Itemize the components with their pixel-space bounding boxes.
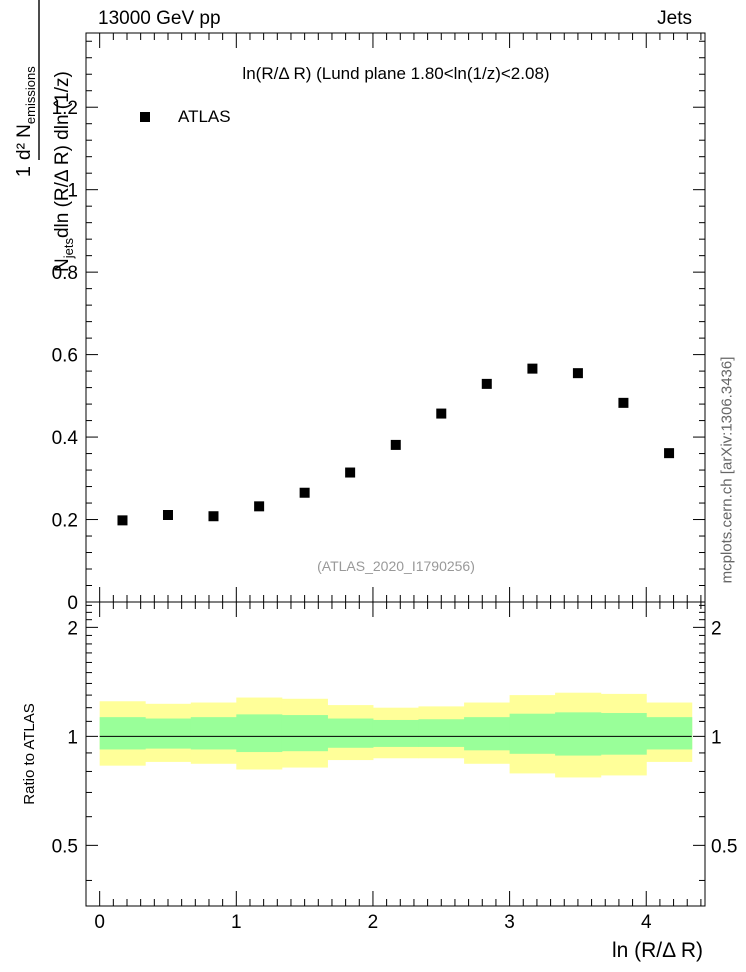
ratio-y-axis-label: Ratio to ATLAS xyxy=(21,703,38,804)
analysis-watermark: (ATLAS_2020_I1790256) xyxy=(317,558,475,574)
upper-ytick-label: 0.2 xyxy=(52,511,78,532)
upper-ytick-label: 0.4 xyxy=(52,428,79,449)
ratio-ytick-label-left: 0.5 xyxy=(52,836,78,857)
atlas-data-points xyxy=(117,363,675,526)
atlas-data-point xyxy=(527,363,538,374)
ratio-band-segment xyxy=(190,717,237,750)
ylabel-prefix: 1 xyxy=(13,166,35,177)
ratio-ytick-label-right: 1 xyxy=(711,727,722,748)
legend-atlas-label: ATLAS xyxy=(178,107,231,126)
atlas-data-point xyxy=(664,448,675,459)
ylabel-num-main: d² N xyxy=(14,124,35,160)
ratio-ytick-label-right: 2 xyxy=(711,618,722,639)
ratio-band-segment xyxy=(99,717,146,750)
plot-title: ln(R/Δ R) (Lund plane 1.80<ln(1/z)<2.08) xyxy=(242,64,549,83)
ratio-band-segment xyxy=(236,714,283,753)
atlas-data-point xyxy=(254,501,265,512)
ratio-panel-frame xyxy=(85,601,706,907)
ylabel-den-a: N xyxy=(52,258,73,272)
upper-ytick-label: 0.6 xyxy=(52,346,78,367)
ratio-ytick-label-left: 1 xyxy=(67,727,78,748)
ratio-band-segment xyxy=(464,717,511,751)
ratio-xtick-label: 3 xyxy=(504,912,515,933)
ylabel-numerator: d² Nemissions xyxy=(14,66,38,160)
ratio-band-segment xyxy=(372,719,419,747)
upper-ytick-label: 0 xyxy=(67,593,78,614)
atlas-data-point xyxy=(345,467,356,478)
upper-ytick-label: 1.2 xyxy=(52,98,78,119)
ratio-xtick-label: 4 xyxy=(641,912,652,933)
atlas-data-point xyxy=(162,510,173,521)
ratio-y-axis: 0.5 0.5 1 1 2 2 xyxy=(52,604,737,881)
atlas-data-point xyxy=(390,439,401,450)
x-axis-label: ln (R/Δ R) xyxy=(612,939,703,962)
atlas-data-point xyxy=(572,368,583,379)
ratio-band-segment xyxy=(145,718,192,749)
upper-y-axis: 0 0.2 0.4 0.6 0.8 1 1.2 xyxy=(52,40,705,614)
ratio-xtick-label: 1 xyxy=(231,912,242,933)
atlas-data-point xyxy=(618,397,629,408)
ratio-band-segment xyxy=(509,713,556,754)
upper-ytick-label: 0.8 xyxy=(52,263,78,284)
ylabel-denominator: Njetsdln (R/Δ R) dln (1/z) xyxy=(52,71,76,272)
atlas-data-point xyxy=(299,487,310,498)
ratio-ytick-label-left: 2 xyxy=(67,618,78,639)
upper-y-axis-label: 1 d² Nemissions Njetsdln (R/Δ R) dln (1/… xyxy=(13,0,76,272)
ratio-band-segment xyxy=(600,713,647,755)
ratio-xtick-label: 2 xyxy=(368,912,379,933)
ratio-panel xyxy=(99,692,693,778)
atlas-data-point xyxy=(117,515,128,526)
ratio-band-segment xyxy=(646,717,693,750)
ratio-band-segment xyxy=(327,718,374,748)
atlas-data-point xyxy=(481,378,492,389)
ratio-x-axis: 0 1 2 3 4 xyxy=(85,602,702,933)
legend-marker xyxy=(140,112,150,122)
ratio-xtick-label: 0 xyxy=(94,912,105,933)
atlas-data-point xyxy=(208,511,219,522)
ratio-band-segment xyxy=(555,712,602,756)
ylabel-den-a-sub: jets xyxy=(61,238,76,260)
ylabel-den-b: dln (R/Δ R) dln (1/z) xyxy=(52,71,73,238)
ratio-band-segment xyxy=(281,715,328,752)
ylabel-num-sub: emissions xyxy=(23,66,38,124)
ratio-ytick-label-right: 0.5 xyxy=(711,836,737,857)
atlas-data-point xyxy=(436,408,447,419)
header-process-label: Jets xyxy=(657,8,692,29)
upper-ytick-label: 1 xyxy=(67,181,78,202)
ratio-band-segment xyxy=(418,719,465,747)
header-energy-label: 13000 GeV pp xyxy=(98,8,221,29)
upper-x-axis xyxy=(85,33,702,602)
